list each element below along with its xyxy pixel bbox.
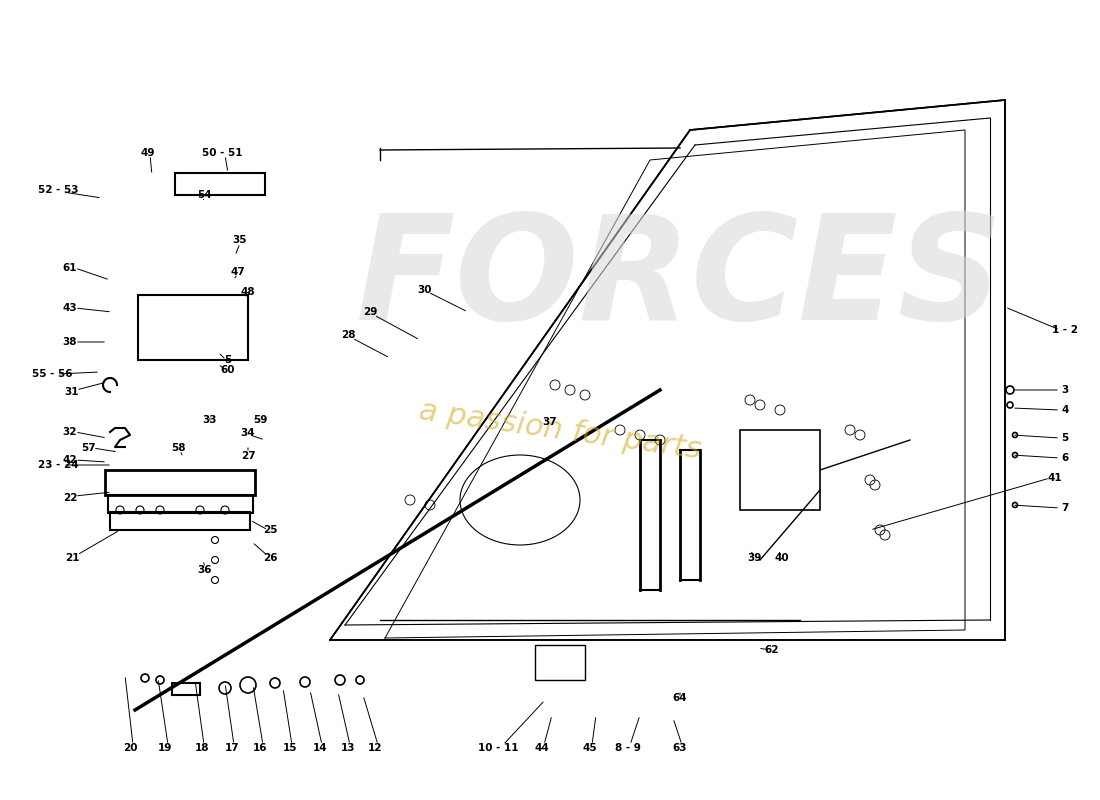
Bar: [740, 430, 820, 510]
Text: 34: 34: [241, 428, 255, 438]
Text: 23 - 24: 23 - 24: [37, 460, 78, 470]
Text: 52 - 53: 52 - 53: [37, 185, 78, 195]
Text: 36: 36: [198, 565, 212, 575]
Text: 38: 38: [63, 337, 77, 347]
Text: 16: 16: [253, 743, 267, 753]
Text: 27: 27: [241, 451, 255, 461]
Text: 19: 19: [157, 743, 173, 753]
Text: 21: 21: [65, 553, 79, 563]
Text: 3: 3: [1062, 385, 1068, 395]
Text: 6: 6: [1062, 453, 1068, 463]
Text: 59: 59: [253, 415, 267, 425]
Text: 1 - 2: 1 - 2: [1052, 325, 1078, 335]
Text: 32: 32: [63, 427, 77, 437]
Text: 28: 28: [341, 330, 355, 340]
Text: 8 - 9: 8 - 9: [615, 743, 641, 753]
Text: a passion for parts: a passion for parts: [417, 396, 703, 464]
Text: 20: 20: [123, 743, 138, 753]
Bar: [108, 495, 253, 513]
Text: 30: 30: [418, 285, 432, 295]
Text: 18: 18: [195, 743, 209, 753]
Text: 26: 26: [263, 553, 277, 563]
Text: 29: 29: [363, 307, 377, 317]
Text: 49: 49: [141, 148, 155, 158]
Text: 61: 61: [63, 263, 77, 273]
Text: 22: 22: [63, 493, 77, 503]
Text: 25: 25: [263, 525, 277, 535]
Text: 10 - 11: 10 - 11: [477, 743, 518, 753]
Text: 54: 54: [198, 190, 212, 200]
Text: 14: 14: [312, 743, 328, 753]
Text: 33: 33: [202, 415, 218, 425]
Text: 45: 45: [583, 743, 597, 753]
Bar: [110, 512, 250, 530]
Text: 39: 39: [748, 553, 762, 563]
Text: 15: 15: [283, 743, 297, 753]
Text: 12: 12: [367, 743, 383, 753]
Bar: [172, 683, 200, 695]
Text: 4: 4: [1062, 405, 1069, 415]
Bar: [138, 295, 248, 360]
Bar: [175, 173, 265, 195]
Text: 57: 57: [80, 443, 96, 453]
Text: 17: 17: [224, 743, 240, 753]
Text: 47: 47: [231, 267, 245, 277]
Text: 63: 63: [673, 743, 688, 753]
Text: 31: 31: [65, 387, 79, 397]
Text: 13: 13: [341, 743, 355, 753]
Text: 5: 5: [1062, 433, 1068, 443]
Text: FORCES: FORCES: [356, 210, 1004, 350]
Text: 37: 37: [542, 417, 558, 427]
Text: 62: 62: [764, 645, 779, 655]
Bar: [535, 645, 585, 680]
Text: 40: 40: [774, 553, 790, 563]
Text: 41: 41: [1047, 473, 1063, 483]
Text: 43: 43: [63, 303, 77, 313]
Text: 7: 7: [1062, 503, 1069, 513]
Text: 60: 60: [221, 365, 235, 375]
Text: 35: 35: [233, 235, 248, 245]
Bar: [104, 470, 255, 495]
Text: 50 - 51: 50 - 51: [201, 148, 242, 158]
Text: 44: 44: [535, 743, 549, 753]
Text: 58: 58: [170, 443, 185, 453]
Text: 55 - 56: 55 - 56: [32, 369, 73, 379]
Text: 5: 5: [224, 355, 232, 365]
Text: 64: 64: [673, 693, 688, 703]
Text: 42: 42: [63, 455, 77, 465]
Text: 48: 48: [241, 287, 255, 297]
